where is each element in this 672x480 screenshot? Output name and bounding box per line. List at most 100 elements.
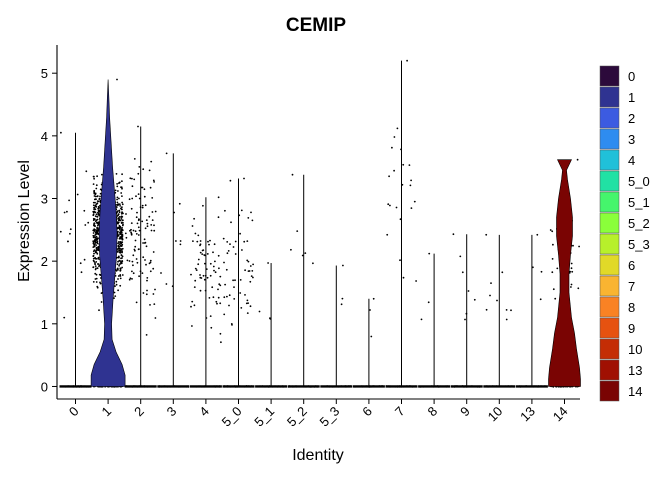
cell-point — [120, 242, 123, 245]
cell-point — [570, 267, 573, 270]
axes — [56, 45, 580, 400]
legend-swatch-5_1 — [599, 191, 620, 213]
cell-point — [399, 218, 402, 221]
cell-point — [138, 166, 141, 168]
cell-point — [94, 225, 96, 228]
cell-point — [251, 219, 254, 222]
legend-swatch-3 — [599, 128, 620, 150]
cell-point — [137, 172, 140, 175]
cell-point — [551, 230, 554, 233]
cell-point — [234, 253, 237, 255]
cell-point — [402, 276, 405, 279]
cell-point — [219, 302, 222, 305]
cell-point — [96, 241, 99, 244]
legend-label-14: 14 — [628, 384, 642, 399]
cell-point — [118, 255, 120, 258]
legend-label-5_3: 5_3 — [628, 237, 650, 252]
cell-point — [94, 241, 97, 244]
x-tick-label: 10 — [485, 404, 506, 425]
cell-point — [570, 283, 573, 286]
chart-title: CEMIP — [286, 15, 347, 36]
cell-point — [233, 286, 235, 288]
legend-label-13: 13 — [628, 363, 642, 378]
cell-point — [83, 258, 86, 261]
cell-point — [552, 243, 554, 246]
cell-point — [243, 240, 246, 243]
cell-point — [116, 183, 118, 185]
cell-point — [226, 241, 229, 243]
cell-point — [59, 230, 62, 233]
legend-label-8: 8 — [628, 300, 635, 315]
cell-point — [250, 211, 252, 214]
cell-point — [413, 200, 416, 203]
cell-point — [199, 240, 202, 242]
cell-point — [118, 224, 121, 227]
cell-point — [100, 301, 103, 303]
cell-point — [199, 243, 202, 246]
cell-point — [150, 224, 153, 226]
cell-point — [144, 227, 147, 230]
cell-point — [97, 214, 100, 216]
cell-point — [464, 318, 466, 321]
cell-point — [217, 216, 220, 219]
cell-point — [97, 257, 99, 260]
cell-point — [126, 259, 129, 262]
cell-point — [121, 195, 123, 198]
cell-point — [120, 257, 122, 260]
cell-point — [539, 298, 542, 301]
cell-point — [193, 304, 196, 307]
cell-point — [143, 238, 146, 241]
x-tick-label: 13 — [517, 404, 538, 425]
cell-point — [121, 227, 123, 229]
cell-point — [217, 196, 220, 199]
cell-point — [67, 240, 69, 243]
cell-point — [232, 279, 235, 282]
cell-point — [119, 284, 122, 287]
cell-point — [95, 251, 98, 254]
cell-point — [85, 170, 88, 173]
cell-point — [145, 293, 148, 296]
cell-point — [99, 192, 102, 195]
violins — [59, 60, 581, 388]
cell-point — [230, 323, 233, 325]
cell-point — [152, 251, 155, 253]
cell-point — [150, 229, 153, 232]
cell-point — [95, 249, 97, 252]
cell-point — [241, 249, 243, 251]
cell-point — [179, 243, 182, 246]
cell-point — [130, 222, 133, 225]
cell-point — [118, 203, 121, 206]
legend-swatch-7 — [599, 275, 620, 297]
cell-point — [99, 195, 101, 198]
cell-point — [121, 180, 123, 183]
y-tick-label: 5 — [41, 66, 48, 81]
cell-point — [93, 222, 96, 225]
legend-swatch-5_2 — [599, 212, 620, 234]
cell-point — [120, 229, 123, 232]
cell-point — [119, 251, 122, 254]
cell-point — [94, 208, 97, 211]
cell-points — [59, 59, 580, 388]
cell-point — [467, 290, 470, 292]
cell-point — [243, 177, 245, 180]
legend-swatch-13 — [599, 359, 620, 381]
cell-point — [485, 233, 488, 236]
legend-label-3: 3 — [628, 132, 635, 147]
cell-point — [117, 222, 119, 225]
cell-point — [138, 248, 140, 251]
cell-point — [121, 255, 124, 258]
cell-point — [267, 262, 269, 264]
cell-point — [145, 245, 148, 248]
legend-swatch-14 — [599, 380, 620, 402]
legend-label-4: 4 — [628, 153, 635, 168]
cell-point — [133, 158, 136, 160]
cell-point — [114, 295, 117, 297]
cell-point — [217, 288, 219, 291]
cell-point — [99, 282, 102, 285]
cell-point — [63, 316, 66, 319]
cell-point — [94, 220, 97, 223]
x-tick-label: 0 — [66, 404, 82, 420]
cell-point — [207, 240, 209, 243]
legend-swatch-6 — [599, 254, 620, 276]
